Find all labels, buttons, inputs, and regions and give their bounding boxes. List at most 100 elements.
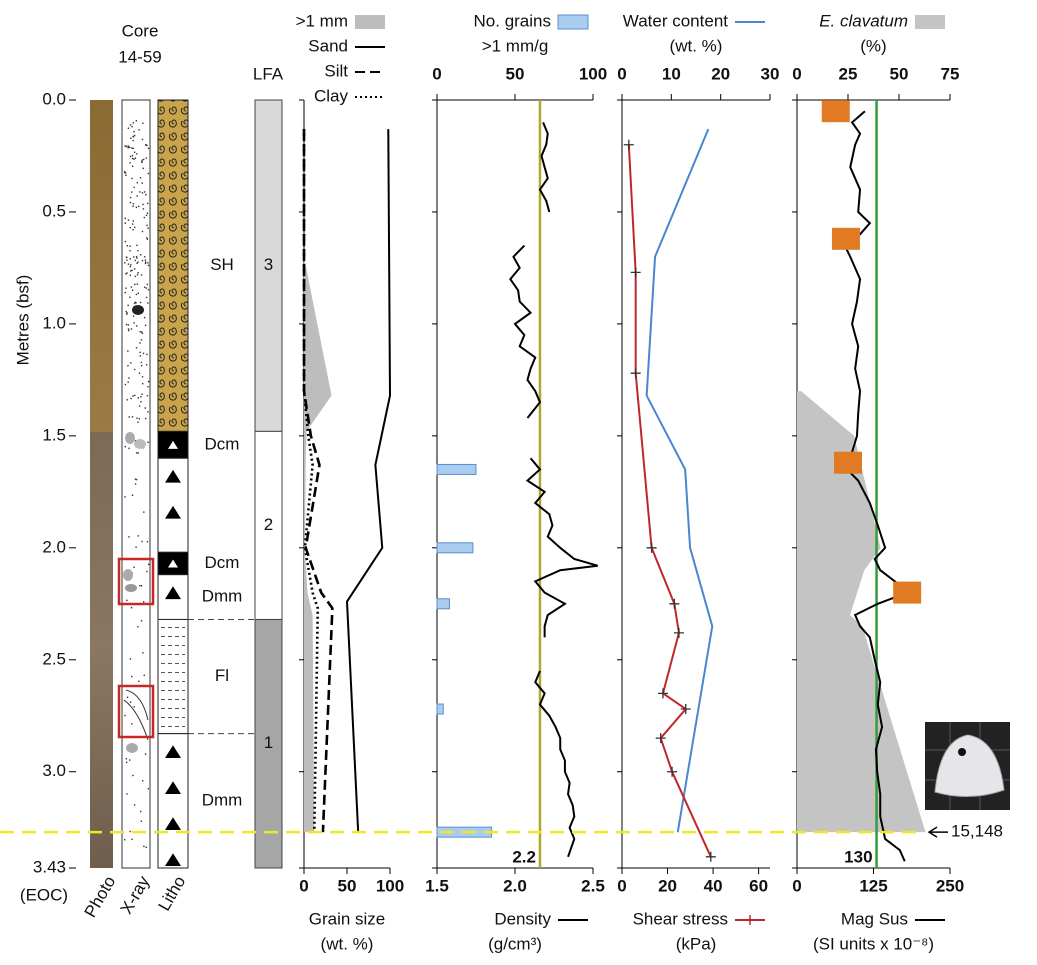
speck [143, 158, 145, 161]
facies [157, 618, 189, 735]
litho-symbol [165, 469, 181, 483]
speck [125, 287, 127, 289]
speck [132, 395, 134, 397]
x-axis-title: (SI units x 10⁻⁸) [813, 934, 934, 953]
column-label: X-ray [117, 872, 154, 917]
speck [141, 230, 144, 233]
speck [142, 352, 145, 355]
speck [144, 261, 147, 263]
x2-tick-label: 0 [432, 64, 441, 83]
legend-label: Sand [308, 36, 348, 55]
speck [135, 325, 138, 327]
speck [133, 394, 136, 397]
marker [655, 733, 666, 744]
facies-label: Dmm [202, 587, 243, 606]
marker [630, 267, 641, 278]
speck [144, 407, 147, 409]
y-tick-label: 0.5 [42, 201, 66, 220]
speck [137, 397, 140, 399]
speck [125, 310, 127, 313]
speck [147, 147, 150, 150]
x-axis-title: (wt. %) [321, 934, 374, 953]
clast [125, 584, 137, 592]
speck [136, 283, 139, 285]
reference-label: 2.2 [512, 847, 536, 866]
facies-label: Dcm [205, 434, 240, 453]
horizon-label: 15,148 [951, 822, 1003, 841]
x-tick-label: 100 [376, 876, 404, 895]
speck [132, 315, 135, 317]
lfa-label: 2 [264, 515, 273, 534]
speck [131, 157, 134, 160]
speck [140, 361, 143, 364]
facies-label: Dmm [202, 790, 243, 809]
speck [130, 328, 133, 330]
speck [129, 258, 131, 260]
speck [124, 171, 126, 174]
x2-tick-label: 75 [941, 64, 960, 83]
speck [124, 262, 126, 264]
y-tick-label: 0.0 [42, 89, 66, 108]
speck [143, 511, 145, 513]
speck [137, 421, 139, 423]
speck [127, 146, 129, 149]
speck [147, 788, 150, 790]
y-tick-label: 1.0 [42, 313, 66, 332]
area [304, 256, 332, 833]
speck [130, 606, 133, 609]
line [345, 129, 392, 833]
speck [126, 696, 129, 699]
marker [680, 704, 691, 715]
legend-label: Mag Sus [841, 909, 908, 928]
legend-label: Clay [314, 86, 349, 105]
speck [142, 601, 145, 603]
x-tick-label: 1.5 [425, 876, 449, 895]
speck [132, 223, 134, 225]
speck [144, 262, 147, 265]
speck [143, 286, 146, 288]
core-photo [90, 100, 113, 432]
speck [147, 386, 149, 388]
speck [133, 130, 135, 133]
speck [129, 162, 131, 164]
speck [138, 205, 140, 208]
marker [623, 139, 634, 150]
marker [673, 627, 684, 638]
lfa-unit [254, 618, 283, 869]
speck [131, 125, 133, 128]
speck [147, 227, 149, 229]
speck [139, 177, 142, 179]
litho-symbol [165, 817, 181, 831]
x-tick-label: 40 [704, 876, 723, 895]
speck [135, 478, 138, 481]
area [797, 391, 926, 833]
speck [135, 206, 138, 209]
speck [141, 540, 143, 543]
speck [146, 570, 148, 573]
speck [128, 377, 130, 379]
speck [131, 177, 133, 180]
y-tick-label: 2.5 [42, 649, 66, 668]
speck [129, 658, 132, 660]
x2-tick-label: 10 [662, 64, 681, 83]
speck [144, 753, 147, 755]
speck [131, 723, 133, 725]
speck [124, 171, 126, 173]
speck [146, 144, 148, 147]
x-tick-label: 50 [338, 876, 357, 895]
speck [133, 151, 136, 154]
lfa-label: 1 [264, 733, 273, 752]
legend-label: Density [494, 909, 551, 928]
speck [142, 203, 144, 206]
speck [138, 129, 140, 131]
point [893, 581, 922, 604]
speck [128, 536, 130, 538]
speck [129, 830, 131, 833]
speck [137, 535, 139, 537]
speck [146, 238, 149, 240]
speck [145, 157, 147, 159]
speck [142, 122, 144, 125]
clast [132, 305, 144, 315]
speck [126, 313, 128, 315]
